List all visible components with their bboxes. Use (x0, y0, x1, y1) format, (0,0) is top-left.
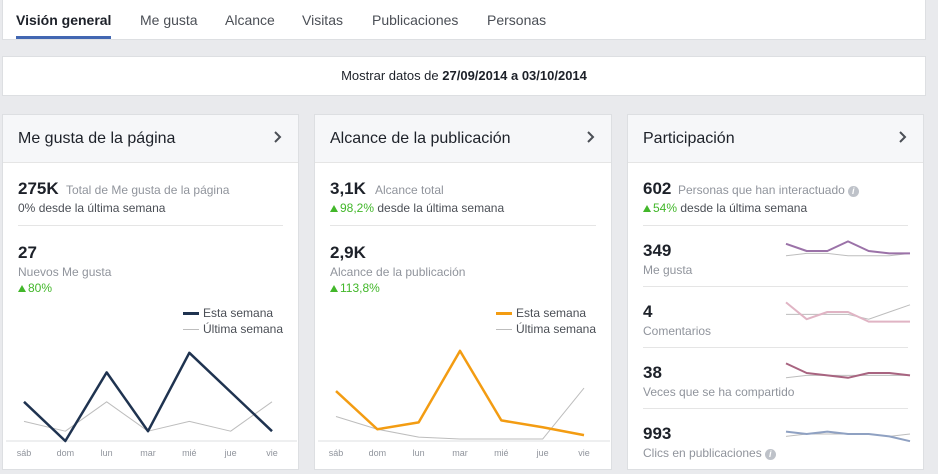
tab-people[interactable]: Personas (487, 12, 547, 28)
legend-last-week-label: Última semana (203, 322, 284, 336)
x-tick-label: lun (413, 448, 425, 458)
post-reach-header[interactable]: Alcance de la publicación (315, 115, 611, 163)
date-range-separator: a (510, 68, 519, 83)
page-likes-header[interactable]: Me gusta de la página (3, 115, 298, 163)
sparkline-last-week (786, 304, 911, 320)
sparkline-last-week (785, 252, 911, 257)
engaged-people-delta-label: desde la última semana (680, 201, 808, 215)
post-reach-card: Alcance de la publicación 3,1K Alcance t… (314, 114, 612, 470)
x-tick-label: sáb (17, 448, 32, 458)
sparkline-this-week (785, 362, 911, 379)
legend-this-week-label: Esta semana (516, 306, 587, 320)
likes-line-chart: sáb dom lun mar mié jue vie (6, 351, 297, 458)
legend-this-week: Esta semana (496, 306, 586, 320)
x-tick-label: lun (101, 448, 113, 458)
x-tick-label: vie (266, 448, 278, 458)
chevron-right-icon[interactable] (583, 129, 599, 145)
legend-last-week: Última semana (183, 322, 283, 336)
engaged-people-delta: 54% (653, 201, 678, 215)
divider (643, 347, 908, 348)
x-tick-label: mié (494, 448, 509, 458)
date-range-end: 03/10/2014 (521, 68, 587, 83)
x-tick-label: dom (57, 448, 75, 458)
comments-count-value: 4 (643, 302, 653, 321)
legend-last-week: Última semana (496, 322, 596, 336)
engagement-card: Participación 602 Personas que han inter… (627, 114, 924, 470)
up-arrow-icon (330, 285, 338, 292)
total-reach-delta-label: desde la última semana (377, 201, 505, 215)
x-tick-label: dom (369, 448, 387, 458)
date-range-bar: Mostrar datos de 27/09/2014 a 03/10/2014 (2, 56, 926, 96)
chevron-right-icon[interactable] (270, 129, 286, 145)
divider (643, 408, 908, 409)
tab-reach[interactable]: Alcance (225, 12, 275, 28)
chevron-right-icon[interactable] (895, 129, 911, 145)
tab-likes[interactable]: Me gusta (140, 12, 198, 28)
divider (18, 225, 283, 226)
comments-count-label: Comentarios (643, 324, 712, 338)
tab-overview[interactable]: Visión general (16, 0, 112, 39)
total-likes-delta: 0% (18, 201, 36, 215)
post-clicks-value: 993 (643, 424, 672, 443)
shares-count-label: Veces que se ha compartido (643, 385, 795, 399)
info-icon[interactable]: i (764, 449, 776, 460)
engaged-people-value: 602 (643, 179, 672, 198)
total-likes-label: Total de Me gusta de la página (66, 183, 230, 197)
x-tick-label: mié (182, 448, 197, 458)
info-icon[interactable]: i (847, 186, 859, 197)
total-likes-value: 275K (18, 179, 59, 198)
x-tick-label: jue (224, 448, 237, 458)
engagement-sparklines (785, 240, 911, 443)
sparkline-this-week (785, 430, 911, 443)
reach-line-chart: sáb dom lun mar mié jue vie (318, 349, 610, 458)
sparkline-this-week (785, 240, 910, 255)
date-range-prefix: Mostrar datos de (341, 68, 439, 83)
post-reach-value: 2,9K (330, 243, 366, 262)
up-arrow-icon (330, 205, 338, 212)
legend-last-week-label: Última semana (516, 322, 597, 336)
sparkline-this-week (785, 301, 910, 323)
tab-posts[interactable]: Publicaciones (372, 12, 459, 28)
total-reach-label: Alcance total (375, 183, 444, 197)
page-likes-card: Me gusta de la página 275K Total de Me g… (2, 114, 299, 470)
likes-count-label: Me gusta (643, 263, 693, 277)
series-line-last-week (335, 387, 585, 440)
up-arrow-icon (18, 285, 26, 292)
series-line-this-week (23, 351, 273, 443)
x-tick-label: mar (452, 448, 468, 458)
engagement-header[interactable]: Participación (628, 115, 923, 163)
new-likes-value: 27 (18, 243, 37, 262)
up-arrow-icon (643, 205, 651, 212)
post-reach-delta: 113,8% (340, 281, 380, 295)
x-tick-label: mar (140, 448, 156, 458)
tab-visits[interactable]: Visitas (302, 12, 343, 28)
legend-this-week: Esta semana (183, 306, 273, 320)
new-likes-label: Nuevos Me gusta (18, 265, 112, 279)
engagement-title: Participación (643, 130, 735, 147)
post-reach-title: Alcance de la publicación (330, 130, 511, 147)
date-range-start: 27/09/2014 (442, 68, 508, 83)
series-line-this-week (335, 349, 585, 437)
post-reach-label: Alcance de la publicación (330, 265, 466, 279)
legend-this-week-label: Esta semana (203, 306, 274, 320)
divider (643, 225, 908, 226)
series-line-last-week (23, 401, 273, 432)
x-tick-label: sáb (329, 448, 344, 458)
divider (330, 225, 596, 226)
x-tick-label: vie (578, 448, 590, 458)
likes-count-value: 349 (643, 241, 672, 260)
divider (643, 286, 908, 287)
engaged-people-label: Personas que han interactuado (678, 183, 845, 197)
sparkline-last-week (785, 374, 910, 379)
shares-count-value: 38 (643, 363, 662, 382)
total-reach-delta: 98,2% (340, 201, 375, 215)
x-tick-label: jue (536, 448, 549, 458)
post-clicks-label: Clics en publicaciones (643, 446, 762, 460)
tab-bar: Visión general Me gusta Alcance Visitas … (2, 0, 926, 40)
total-reach-value: 3,1K (330, 179, 366, 198)
new-likes-delta: 80% (28, 281, 53, 295)
total-likes-delta-label: desde la última semana (38, 201, 166, 215)
page-likes-title: Me gusta de la página (18, 130, 176, 147)
